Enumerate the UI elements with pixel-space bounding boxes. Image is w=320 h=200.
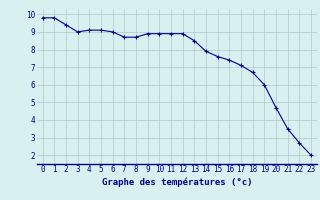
X-axis label: Graphe des températures (°c): Graphe des températures (°c) <box>101 177 252 187</box>
